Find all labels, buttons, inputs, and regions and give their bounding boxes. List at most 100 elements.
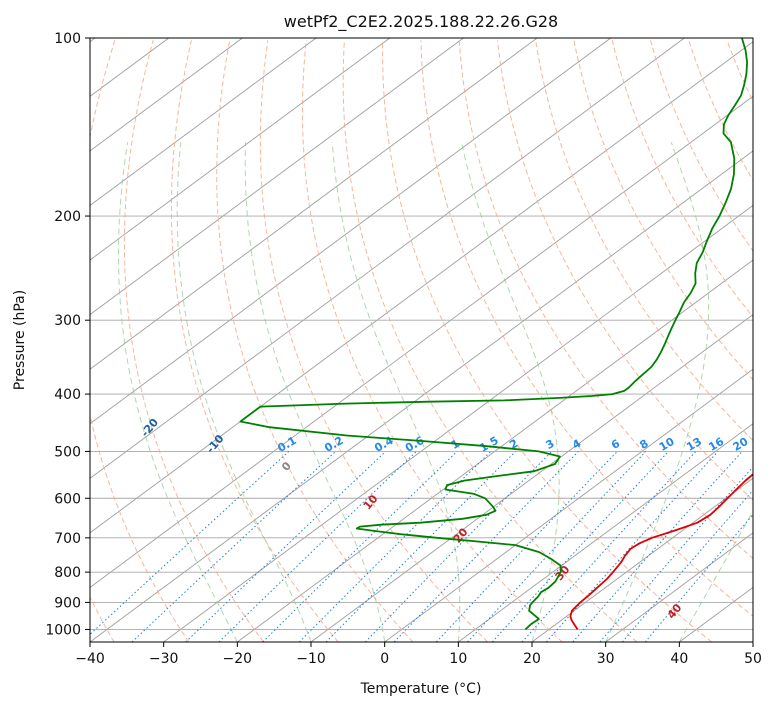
- y-axis-ticks: 100 200 300 400 500 600 700 800 900 1000: [45, 31, 90, 638]
- isotherm-line: [605, 532, 753, 642]
- dry-adiabat-label: -10: [204, 432, 227, 456]
- dry-adiabat: [611, 40, 753, 318]
- isotherm-line: [90, 38, 391, 261]
- y-axis-label: Pressure (hPa): [12, 290, 28, 390]
- isotherm-line: [163, 204, 753, 642]
- mixing-ratio-line: [185, 451, 387, 642]
- mixing-ratio-line: [622, 489, 753, 642]
- isotherm-line: [458, 423, 753, 642]
- dry-adiabat: [688, 40, 753, 181]
- dry-adiabat-label: 10: [361, 492, 381, 512]
- y-tick-label: 400: [54, 387, 81, 403]
- mixing-ratio-label: 25: [755, 435, 775, 454]
- x-tick-label: 30: [597, 651, 615, 667]
- plot-frame: [89, 37, 754, 643]
- y-tick-label: 500: [54, 444, 81, 460]
- dry-adiabat: [726, 40, 753, 103]
- dry-adiabat: [90, 40, 190, 642]
- background-labels: -100-90-80-70-60-50-40-30-20-10010203040…: [90, 370, 775, 621]
- mixing-ratio-line: [364, 451, 553, 642]
- mixing-ratio-line: [521, 451, 697, 642]
- dry-adiabat: [342, 40, 638, 642]
- mixing-ratio-label: 6: [609, 437, 622, 452]
- x-tick-label: 0: [380, 651, 389, 667]
- y-tick-label: 700: [54, 531, 81, 547]
- y-tick-label: 300: [54, 313, 81, 329]
- isotherm-line: [90, 41, 753, 534]
- mixing-ratio-line: [599, 466, 753, 642]
- isotherm-line: [237, 259, 753, 642]
- isotherm-line: [679, 586, 753, 642]
- isotherm-line: [90, 150, 753, 642]
- isotherm-line: [90, 38, 538, 370]
- dry-adiabat: [535, 40, 753, 442]
- y-tick-label: 900: [54, 595, 81, 611]
- isotherm-line: [90, 95, 753, 588]
- dry-adiabat-label: -20: [138, 416, 161, 440]
- dry-adiabat-label: 40: [665, 601, 685, 621]
- mixing-ratio-line: [90, 451, 290, 636]
- dry-adiabat: [90, 596, 115, 642]
- isotherm-line: [90, 38, 243, 152]
- moist-adiabat: [331, 142, 461, 642]
- plot-area: -100-90-80-70-60-50-40-30-20-10010203040…: [90, 38, 775, 642]
- dry-adiabat: [458, 40, 753, 560]
- isotherm-line: [90, 38, 685, 479]
- mixing-ratio-line: [325, 451, 516, 642]
- moist-adiabats: [118, 142, 753, 642]
- y-tick-label: 800: [54, 565, 81, 581]
- moist-adiabat: [176, 142, 312, 642]
- mixing-ratio-line: [436, 451, 618, 642]
- x-tick-label: 50: [744, 651, 762, 667]
- dry-adiabat: [650, 40, 753, 252]
- dry-adiabat-label: 0: [279, 459, 294, 473]
- isotherms: [90, 38, 753, 642]
- profile-series: [239, 38, 753, 631]
- isotherm-line: [90, 38, 317, 207]
- isotherm-line: [531, 477, 753, 642]
- dry-adiabat: [382, 40, 713, 642]
- moist-adiabat: [118, 142, 238, 642]
- isotherm-line: [310, 314, 753, 642]
- mixing-ratio-line: [131, 451, 337, 642]
- x-tick-label: 20: [523, 651, 541, 667]
- temperature-line: [569, 473, 753, 630]
- x-tick-label: −20: [223, 651, 253, 667]
- mixing-ratio-line: [545, 451, 719, 642]
- mixing-ratio-line: [298, 451, 492, 642]
- dry-adiabats: [90, 40, 775, 642]
- isotherm-line: [752, 641, 753, 642]
- x-axis-label: Temperature (°C): [360, 681, 482, 697]
- moist-adiabat: [605, 142, 710, 642]
- mixing-ratio-line: [491, 451, 669, 642]
- x-tick-label: −30: [149, 651, 179, 667]
- moist-adiabat: [752, 641, 753, 642]
- dry-adiabat: [573, 40, 753, 381]
- mixing-ratio-line: [262, 451, 458, 642]
- moist-adiabat: [678, 510, 753, 642]
- moist-adiabat: [244, 142, 386, 642]
- mixing-ratio-line: [218, 451, 417, 642]
- mixing-ratio-lines: [90, 451, 753, 642]
- dry-adiabat: [259, 40, 488, 642]
- dry-adiabat: [302, 40, 563, 642]
- isotherm-line: [90, 38, 612, 425]
- dry-adiabat: [420, 40, 753, 617]
- mixing-ratio-line: [467, 451, 647, 642]
- moist-adiabat: [461, 142, 560, 642]
- isotherm-line: [90, 38, 464, 316]
- mixing-ratio-line: [572, 451, 743, 642]
- y-tick-label: 600: [54, 491, 81, 507]
- dry-adiabat: [123, 40, 264, 642]
- dry-adiabat: [497, 40, 753, 501]
- y-tick-label: 1000: [45, 622, 81, 638]
- x-tick-label: 40: [670, 651, 688, 667]
- mixing-ratio-line: [393, 451, 579, 642]
- dry-adiabat: [765, 40, 775, 642]
- mixing-ratio-label: 3: [544, 437, 557, 452]
- mixing-ratio-label: 8: [638, 437, 651, 452]
- y-tick-label: 200: [54, 209, 81, 225]
- isotherm-line: [384, 368, 753, 642]
- dry-adiabat: [170, 40, 339, 642]
